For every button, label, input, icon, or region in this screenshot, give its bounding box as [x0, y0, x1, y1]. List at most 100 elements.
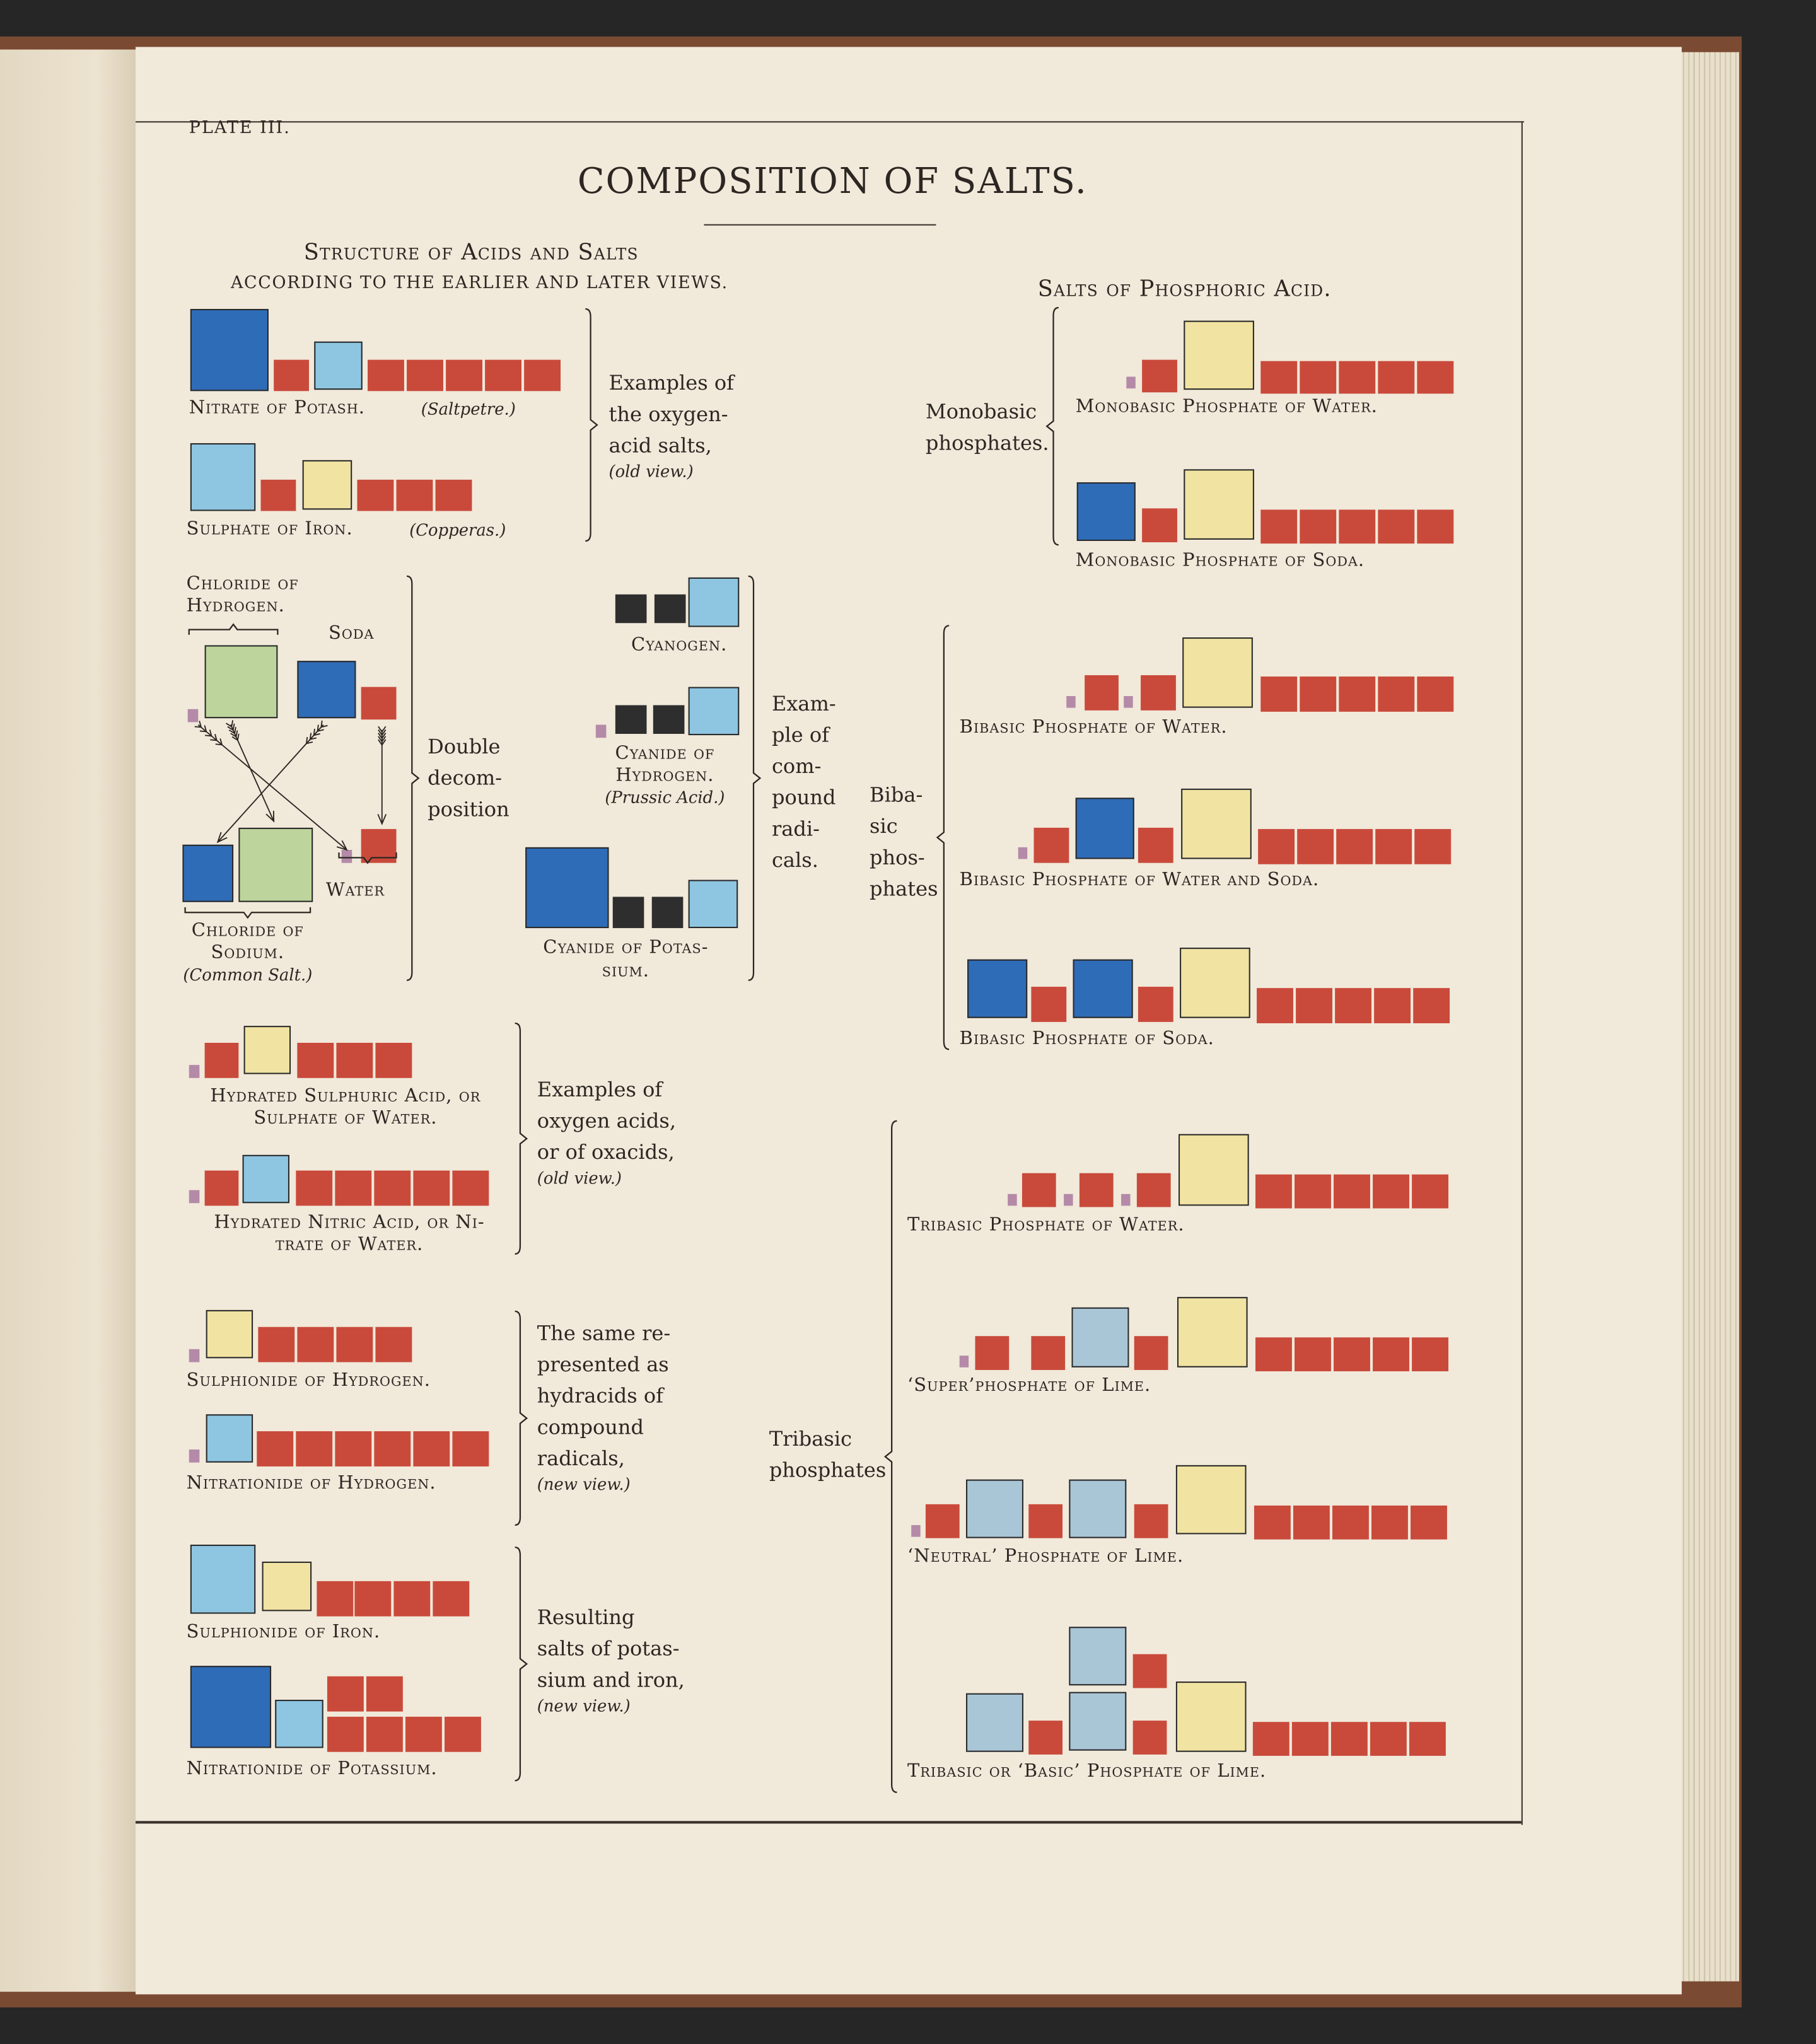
label-water: Water — [325, 880, 385, 901]
left-subheader: ACCORDING TO THE EARLIER AND LATER VIEWS… — [230, 274, 728, 294]
red-block — [1258, 828, 1295, 864]
yellow-block — [1180, 948, 1250, 1018]
label-double-decomposition-0: Double — [428, 735, 501, 759]
label-cyanide-potassium-0: Cyanide of Potas- — [543, 937, 709, 958]
grey-blue-block — [1069, 1479, 1127, 1538]
label-chloride-hydrogen-0: Chloride of — [186, 573, 299, 595]
arrowhead-icon — [265, 810, 275, 823]
label-cyanide-hydrogen-2: (Prussic Acid.) — [605, 787, 725, 807]
purple-block — [1126, 376, 1136, 389]
red-block — [1412, 1174, 1448, 1209]
right-brace — [748, 575, 762, 981]
red-block — [1378, 361, 1415, 394]
dark-blue-block — [190, 308, 269, 392]
red-block — [204, 1043, 239, 1078]
frame-right — [1521, 121, 1523, 1825]
label-tribasic-0: Tribasic — [769, 1427, 853, 1451]
label-basic: Tribasic or ‘Basic’ Phosphate of Lime. — [907, 1761, 1267, 1782]
red-block — [1375, 828, 1412, 864]
red-block — [336, 1043, 373, 1078]
dark-blue-block — [297, 661, 356, 719]
red-block — [1414, 828, 1452, 864]
horizontal-brace — [188, 623, 279, 635]
right-brace — [515, 1310, 528, 1526]
yellow-block — [1184, 469, 1254, 540]
red-block — [413, 1170, 450, 1206]
label-oxygen-acid-salts-2: acid salts, — [608, 434, 712, 458]
red-block — [1300, 509, 1337, 544]
red-block — [1132, 1721, 1167, 1755]
left-page — [0, 49, 139, 1992]
yellow-block — [1181, 788, 1252, 859]
red-block — [327, 1676, 364, 1712]
label-compound-radicals-2: com- — [771, 755, 822, 779]
label-bibasic-3: phates — [870, 877, 938, 901]
label-compound-radicals-5: cals. — [771, 848, 818, 873]
red-block — [1334, 1174, 1370, 1209]
arrow-fletching-icon — [215, 738, 223, 746]
purple-block — [189, 1449, 200, 1463]
grey-blue-block — [966, 1693, 1023, 1752]
red-block — [1371, 1505, 1408, 1540]
label-cyanide-hydrogen-1: Hydrogen. — [615, 765, 714, 786]
grey-blue-block — [1069, 1627, 1127, 1686]
label-sulphate-iron: Sulphate of Iron. — [186, 518, 353, 540]
red-block — [452, 1170, 489, 1206]
arrow-fletching-icon — [305, 736, 313, 745]
label-chloride-sodium-2: (Common Salt.) — [183, 964, 313, 984]
red-block — [1413, 988, 1450, 1023]
left-header: Structure of Acids and Salts — [303, 240, 639, 266]
light-blue-block — [206, 1414, 253, 1463]
horizontal-brace — [338, 852, 397, 864]
arrow-fletching-icon — [320, 720, 328, 728]
red-block — [1141, 675, 1176, 711]
red-block — [1300, 361, 1337, 394]
light-blue-block — [190, 1544, 256, 1614]
red-block — [257, 1431, 294, 1466]
red-block — [375, 1327, 412, 1362]
label-bi-water: Bibasic Phosphate of Water. — [959, 717, 1228, 738]
red-block — [374, 1431, 411, 1466]
red-block — [374, 1170, 411, 1206]
dark-blue-block — [525, 847, 609, 929]
dark-blue-block — [1073, 959, 1133, 1018]
label-resulting-salts-2: sium and iron, — [537, 1668, 685, 1692]
arrow-icon — [217, 724, 324, 843]
red-block — [446, 359, 482, 392]
red-block — [375, 1043, 412, 1078]
black-block — [612, 897, 644, 929]
label-cyanide-hydrogen-0: Cyanide of — [615, 743, 715, 764]
label-nitrationide-hydrogen: Nitrationide of Hydrogen. — [186, 1473, 436, 1494]
red-block — [524, 359, 561, 392]
red-block — [396, 479, 433, 511]
red-block — [407, 359, 443, 392]
horizontal-brace — [184, 907, 311, 919]
red-block — [1411, 1505, 1447, 1540]
label-resulting-salts-0: Resulting — [537, 1606, 635, 1630]
purple-block — [911, 1524, 921, 1537]
label-oxygen-acid-salts-0: Examples of — [608, 371, 735, 395]
yellow-block — [1179, 1134, 1249, 1206]
arrow-fletching-icon — [378, 733, 387, 740]
label-double-decomposition-2: position — [428, 798, 509, 822]
label-bi-water-soda: Bibasic Phosphate of Water and Soda. — [959, 869, 1320, 891]
red-block — [435, 479, 472, 511]
red-block — [1295, 1174, 1331, 1209]
label-cyanide-potassium-1: sium. — [602, 960, 650, 982]
purple-block — [189, 1349, 200, 1362]
arrow-fletching-icon — [226, 720, 234, 728]
grey-blue-block — [1071, 1307, 1129, 1368]
label-cyanogen: Cyanogen. — [631, 634, 728, 656]
label-sulphionide-iron: Sulphionide of Iron. — [186, 1621, 381, 1643]
red-block — [1334, 1337, 1370, 1372]
red-block — [204, 1170, 239, 1206]
label-mono-water: Monobasic Phosphate of Water. — [1075, 396, 1378, 417]
red-block — [1031, 987, 1067, 1022]
red-block — [405, 1716, 442, 1752]
light-blue-block — [190, 443, 256, 511]
label-nitrationide-potassium: Nitrationide of Potassium. — [186, 1758, 438, 1780]
red-block — [1257, 988, 1293, 1023]
black-block — [653, 705, 685, 735]
